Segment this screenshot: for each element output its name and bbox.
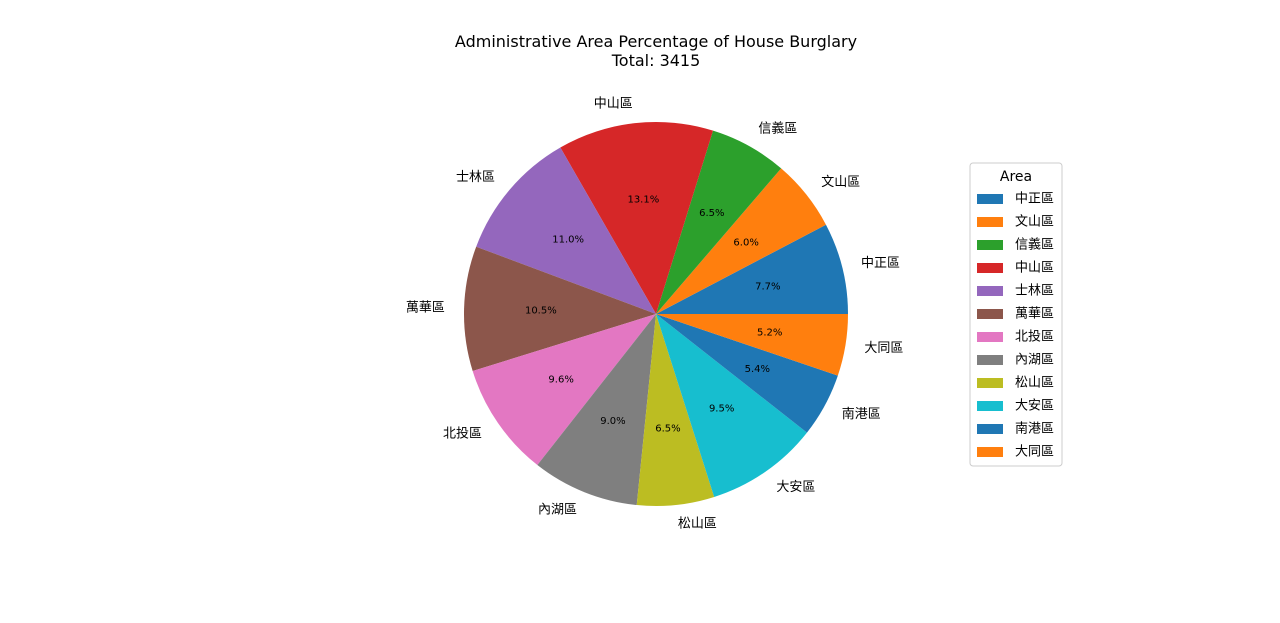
slice-label: 中山區: [594, 97, 633, 112]
pie-slice: [656, 314, 807, 497]
percent-label: 7.7%: [755, 281, 780, 292]
percent-label: 5.4%: [745, 364, 770, 375]
slice-label: 內湖區: [538, 502, 577, 517]
slice-label: 文山區: [821, 175, 860, 190]
chart-subtitle: Total: 3415: [611, 51, 701, 70]
percent-label: 5.2%: [757, 328, 782, 339]
pie-slice: [656, 168, 826, 314]
percent-label: 9.5%: [709, 404, 734, 415]
legend-label: 南港區: [1015, 421, 1054, 437]
percent-label: 11.0%: [552, 234, 584, 245]
slice-label: 大安區: [776, 480, 815, 495]
percent-label: 10.5%: [525, 306, 557, 317]
legend-swatch: [977, 447, 1003, 457]
slice-label: 中正區: [861, 256, 900, 271]
legend-label: 北投區: [1015, 329, 1054, 345]
legend-swatch: [977, 424, 1003, 434]
slice-label: 信義區: [758, 121, 797, 137]
legend-swatch: [977, 355, 1003, 365]
legend-frame: [969, 162, 1063, 467]
pie-slice: [656, 130, 782, 314]
percent-label: 13.1%: [627, 194, 659, 205]
pie-slice: [656, 314, 838, 433]
slice-label: 南港區: [842, 406, 881, 422]
percent-label: 6.5%: [655, 424, 680, 435]
pie-slice: [537, 314, 656, 506]
legend-swatch: [977, 286, 1003, 296]
legend-swatch: [977, 217, 1003, 227]
pie-slice: [476, 147, 656, 314]
pie-slice: [464, 246, 656, 372]
legend-label: 信義區: [1015, 237, 1054, 253]
slice-label: 士林區: [456, 170, 495, 185]
legend-swatch: [977, 194, 1003, 204]
percent-labels: 7.7% 6.0% 6.5% 13.1% 11.0% 10.5% 9.6% 9.0% 6.5% 9…: [525, 194, 782, 434]
legend: Area 中正區文山區信義區中山區士林區萬華區北投區內湖區松山區大安區南港區大同…: [969, 162, 1063, 467]
legend-label: 內湖區: [1015, 353, 1054, 368]
legend-label: 士林區: [1015, 284, 1054, 299]
legend-label: 大安區: [1015, 399, 1054, 414]
pie-slice: [656, 314, 848, 376]
legend-label: 中正區: [1015, 192, 1054, 207]
legend-swatch: [977, 378, 1003, 388]
legend-label: 松山區: [1015, 376, 1054, 391]
legend-label: 文山區: [1015, 215, 1054, 230]
legend-swatch: [977, 332, 1003, 342]
chart-title: Administrative Area Percentage of House …: [455, 32, 857, 51]
legend-title: Area: [1000, 169, 1032, 185]
slice-label: 北投區: [443, 425, 482, 441]
slice-label: 松山區: [678, 517, 717, 532]
pie-slice: [656, 224, 848, 314]
percent-label: 9.0%: [600, 416, 625, 427]
legend-label: 大同區: [1015, 445, 1054, 460]
pie-slice: [472, 314, 656, 465]
legend-swatch: [977, 240, 1003, 250]
pie-slices: [464, 122, 848, 506]
legend-label: 中山區: [1015, 261, 1054, 276]
slice-label: 萬華區: [406, 301, 445, 316]
legend-swatch: [977, 401, 1003, 411]
percent-label: 6.5%: [699, 208, 724, 219]
pie-slice: [636, 314, 715, 506]
pie-slice: [560, 122, 714, 314]
percent-label: 6.0%: [733, 237, 758, 248]
legend-label: 萬華區: [1015, 307, 1054, 322]
percent-label: 9.6%: [548, 374, 573, 385]
legend-swatch: [977, 263, 1003, 273]
slice-label: 大同區: [864, 341, 903, 356]
legend-swatch: [977, 309, 1003, 319]
